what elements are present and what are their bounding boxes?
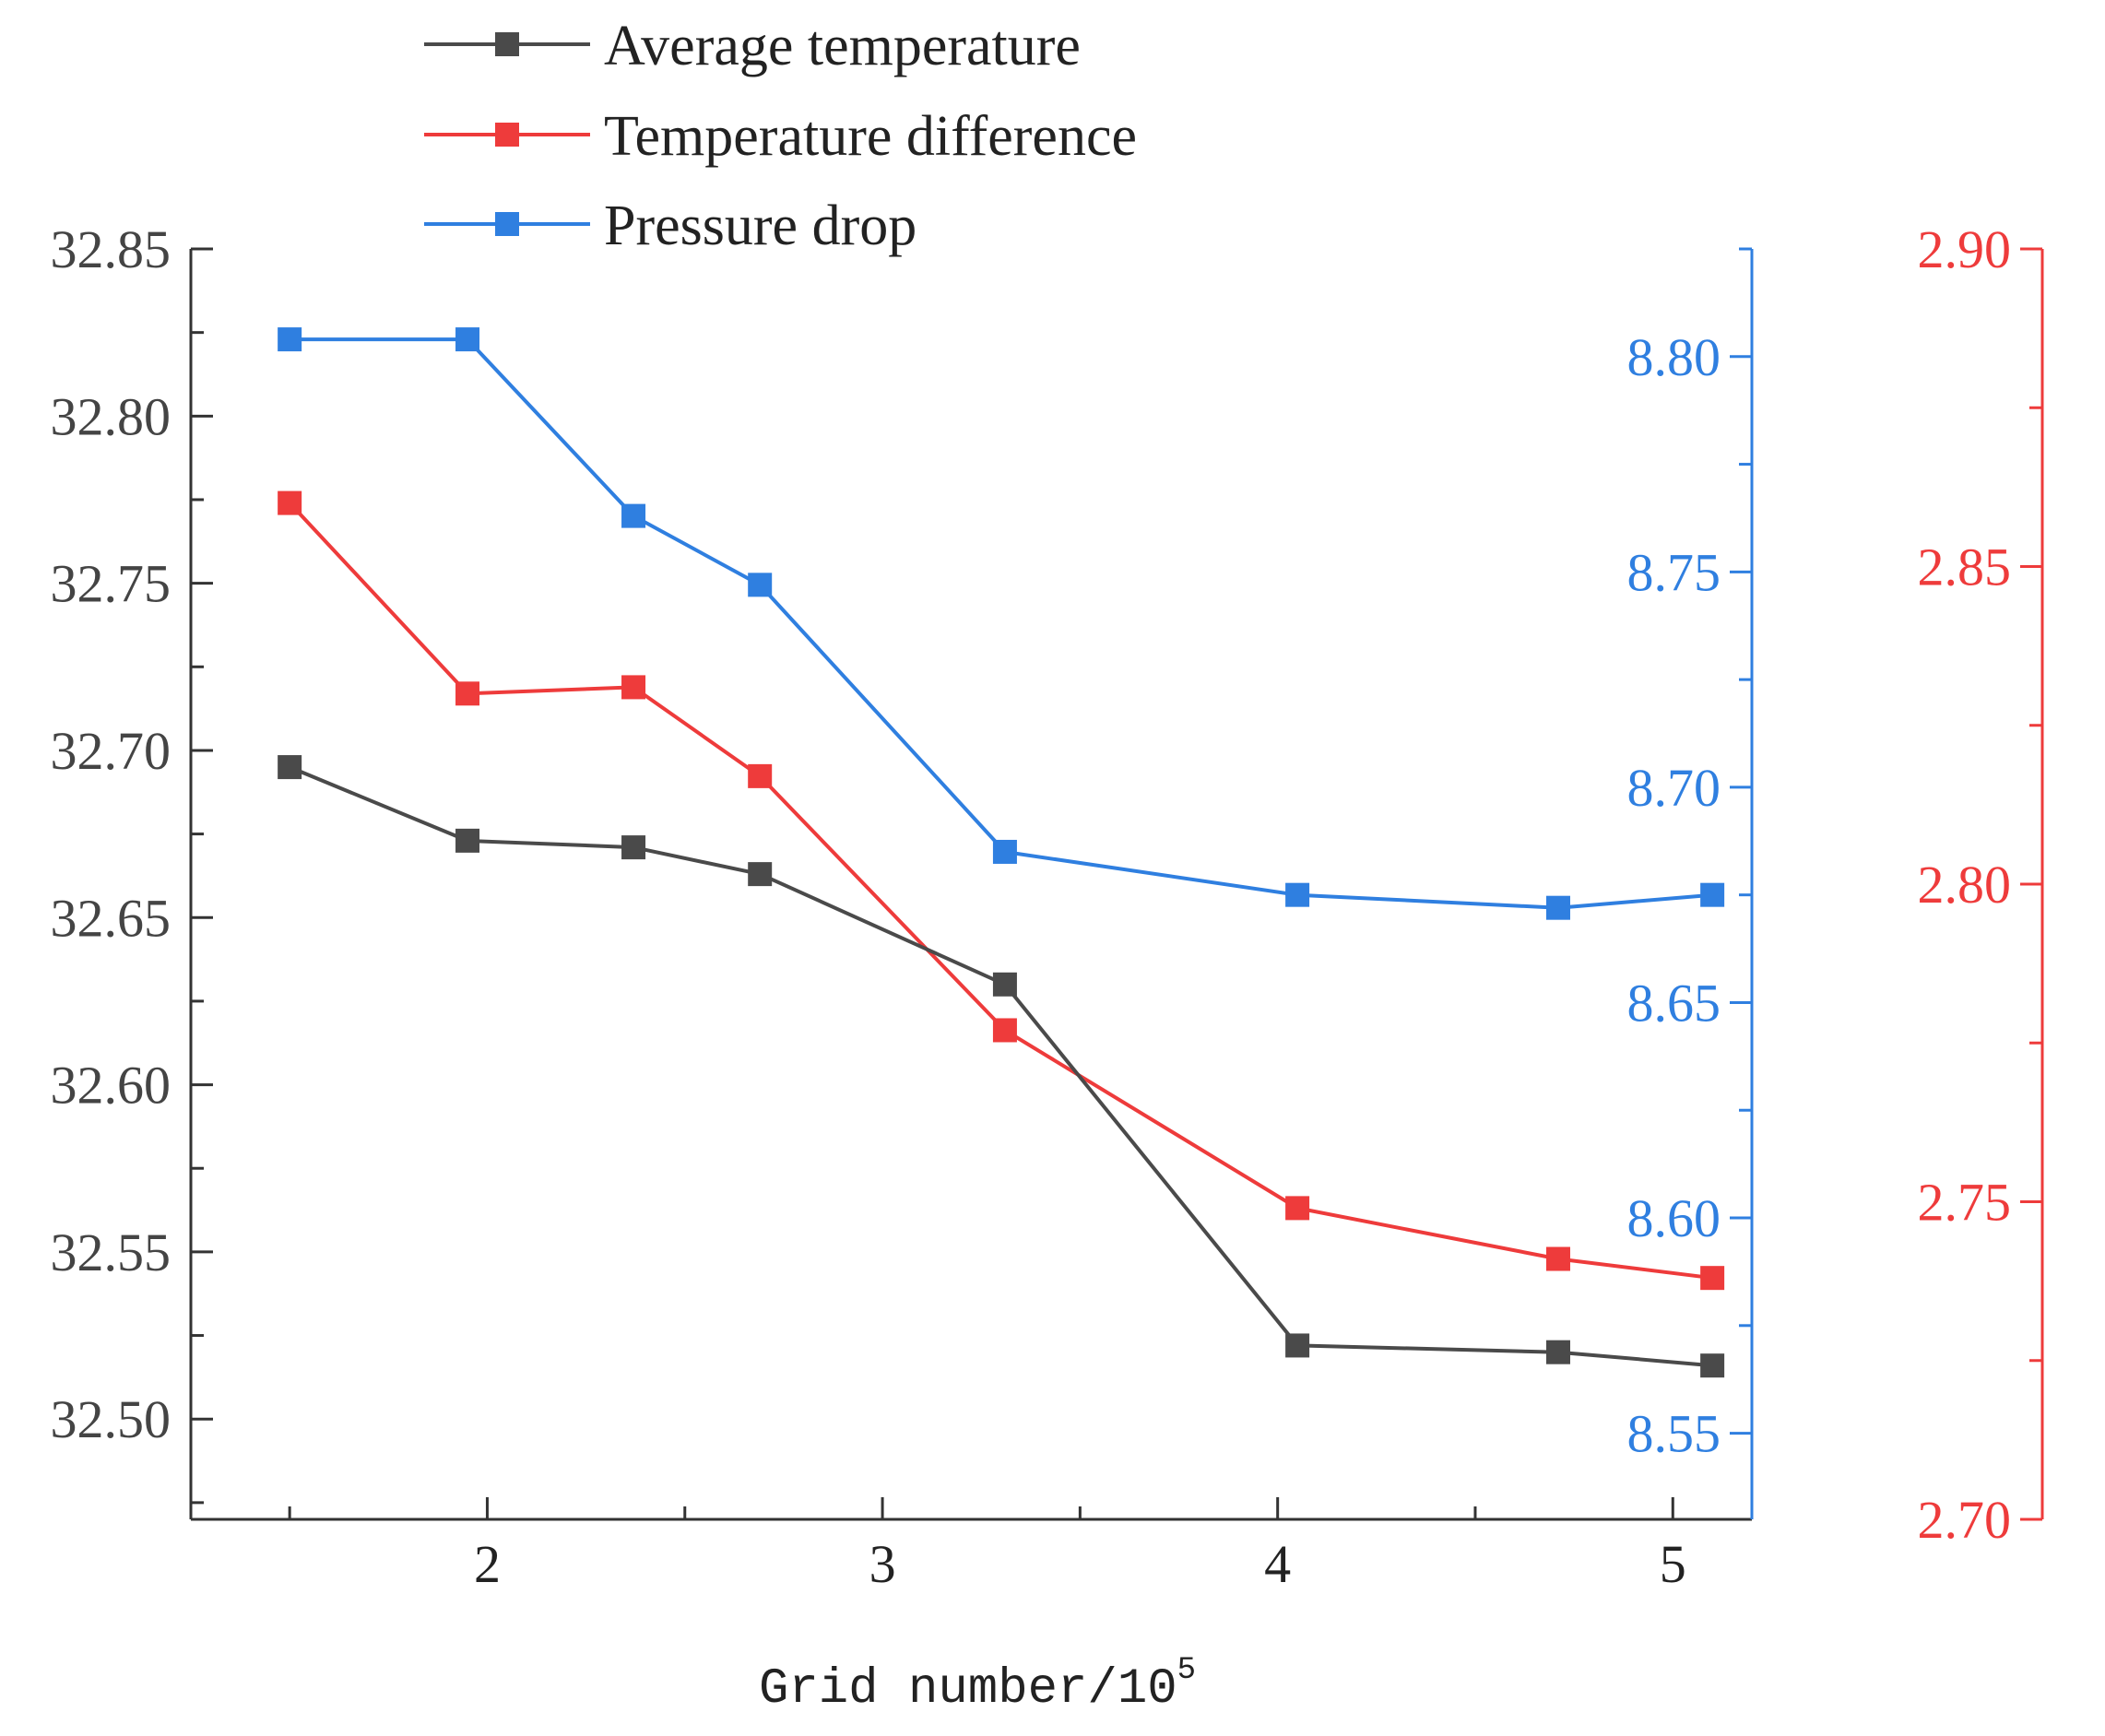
x-axis-label-superscript: 5 xyxy=(1177,1653,1196,1688)
blue-tick-label: 8.70 xyxy=(1627,758,1721,818)
legend-label-average-temperature: Average temperature xyxy=(604,15,1081,77)
legend-marker-average-temperature xyxy=(495,32,519,56)
blue-tick-label: 8.65 xyxy=(1627,973,1721,1033)
left-tick-label: 32.50 xyxy=(51,1389,171,1449)
blue-tick-label: 8.55 xyxy=(1627,1404,1721,1464)
data-point-average-temperature xyxy=(621,835,646,860)
legend: Average temperature Temperature differenc… xyxy=(424,15,1137,257)
data-point-temperature-difference xyxy=(621,675,646,700)
left-tick-label: 32.80 xyxy=(51,386,171,446)
data-point-temperature-difference xyxy=(1285,1196,1310,1221)
data-point-pressure-drop xyxy=(992,839,1017,864)
data-point-pressure-drop xyxy=(1285,882,1310,907)
series-line-temperature-difference xyxy=(288,502,1713,1281)
x-tick-label: 5 xyxy=(1660,1534,1686,1594)
left-tick-label: 32.55 xyxy=(51,1222,171,1282)
series-temperature-difference xyxy=(278,490,1725,1291)
legend-label-temperature-difference: Temperature difference xyxy=(604,105,1137,168)
data-point-average-temperature xyxy=(278,755,302,780)
data-point-temperature-difference xyxy=(1700,1266,1725,1291)
series-pressure-drop xyxy=(278,327,1725,920)
data-point-pressure-drop xyxy=(1545,895,1570,920)
data-point-average-temperature xyxy=(1700,1353,1725,1378)
red-tick-label: 2.90 xyxy=(1918,219,2012,279)
left-tick-label: 32.65 xyxy=(51,888,171,948)
red-tick-label: 2.85 xyxy=(1918,537,2012,597)
series-layer xyxy=(278,327,1725,1378)
left-tick-label: 32.60 xyxy=(51,1056,171,1116)
left-tick-label: 32.85 xyxy=(51,219,171,279)
x-axis-label: Grid number/105 xyxy=(759,1653,1196,1718)
left-tick-label: 32.70 xyxy=(51,721,171,781)
data-point-pressure-drop xyxy=(455,327,480,352)
legend-marker-temperature-difference xyxy=(495,123,519,147)
legend-item-temperature-difference: Temperature difference xyxy=(424,105,1137,168)
data-point-average-temperature xyxy=(992,972,1017,997)
red-tick-label: 2.70 xyxy=(1918,1490,2012,1550)
left-tick-label: 32.75 xyxy=(51,554,171,614)
axes-layer: 2 3 4 5 32.50 32.55 32.60 32.65 32.70 32.75 32.80 3… xyxy=(51,219,2044,1594)
red-tick-label: 2.75 xyxy=(1918,1173,2012,1233)
blue-tick-label: 8.80 xyxy=(1627,327,1721,387)
legend-label-pressure-drop: Pressure drop xyxy=(604,195,917,257)
data-point-average-temperature xyxy=(748,862,773,887)
blue-tick-label: 8.60 xyxy=(1627,1188,1721,1248)
data-point-pressure-drop xyxy=(621,503,646,528)
data-point-temperature-difference xyxy=(748,763,773,788)
x-axis-label-text: Grid number/10 xyxy=(759,1661,1177,1718)
data-point-average-temperature xyxy=(1545,1340,1570,1364)
data-point-pressure-drop xyxy=(748,573,773,597)
data-point-pressure-drop xyxy=(1700,882,1725,907)
data-point-average-temperature xyxy=(1285,1333,1310,1358)
data-point-average-temperature xyxy=(455,828,480,853)
data-point-temperature-difference xyxy=(992,1018,1017,1043)
legend-item-average-temperature: Average temperature xyxy=(424,15,1081,77)
x-tick-label: 4 xyxy=(1264,1534,1291,1594)
x-tick-label: 3 xyxy=(869,1534,896,1594)
series-line-pressure-drop xyxy=(290,337,1713,910)
series-average-temperature xyxy=(278,755,1725,1378)
series-line-average-temperature xyxy=(289,765,1713,1368)
data-point-pressure-drop xyxy=(278,327,302,352)
x-tick-label: 2 xyxy=(474,1534,501,1594)
blue-tick-label: 8.75 xyxy=(1627,542,1721,602)
legend-marker-pressure-drop xyxy=(495,212,519,236)
legend-item-pressure-drop: Pressure drop xyxy=(424,195,917,257)
data-point-temperature-difference xyxy=(278,490,302,515)
data-point-temperature-difference xyxy=(455,681,480,706)
red-tick-label: 2.80 xyxy=(1918,855,2012,915)
data-point-temperature-difference xyxy=(1545,1246,1570,1271)
